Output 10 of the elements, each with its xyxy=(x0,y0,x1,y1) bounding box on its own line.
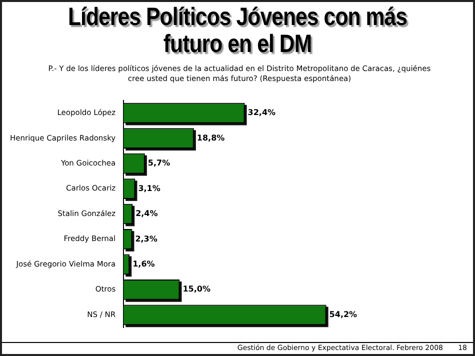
data-label: 2,3% xyxy=(135,234,158,244)
data-label: 2,4% xyxy=(136,209,158,218)
data-label: 3,1% xyxy=(138,184,160,193)
data-label: 32,4% xyxy=(248,108,276,118)
data-label: 5,7% xyxy=(148,158,170,168)
data-label: 54,2% xyxy=(329,310,358,319)
data-label: 15,0% xyxy=(182,284,210,294)
chart-title: Líderes Políticos Jóvenes con más futuro en el DM xyxy=(66,3,408,58)
data-label: 18,8% xyxy=(196,133,225,142)
data-label: 1,6% xyxy=(132,260,155,269)
